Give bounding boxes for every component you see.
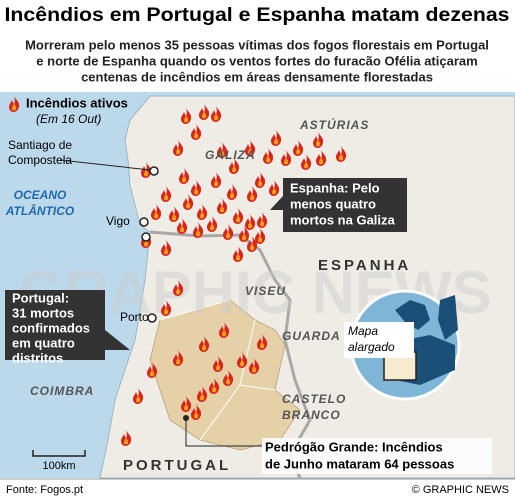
callout-line: Portugal: [12, 290, 69, 305]
credit: © GRAPHIC NEWS [412, 484, 509, 496]
ocean-line: ATLÂNTICO [5, 203, 75, 218]
callout-line: mortos na Galiza [290, 212, 396, 227]
callout-line: menos quatro [290, 196, 376, 211]
subtitle-line: e norte de Espanha quando os ventos fort… [36, 53, 477, 68]
region-label: VISEU [245, 284, 286, 298]
title: Incêndios em Portugal e Espanha matam de… [5, 5, 510, 26]
callout-line: de Junho mataram 64 pessoas [265, 456, 454, 471]
leader [59, 159, 151, 171]
callout-line: Pedrógão Grande: Incêndios [265, 439, 443, 454]
city-label-line: Compostela [8, 153, 72, 167]
region-label: ASTÚRIAS [299, 117, 369, 132]
callout-line: confirmados [12, 320, 90, 335]
map: GRAPHIC NEWS [0, 92, 515, 479]
subtitle: Morreram pelo menos 35 pessoas vítimas d… [25, 37, 489, 84]
inset-label: Mapa [348, 324, 378, 338]
callout-box [283, 178, 407, 232]
region-label: GUARDA [282, 329, 341, 343]
ocean-label: OCEANO ATLÂNTICO [5, 188, 75, 218]
legend-date: (Em 16 Out) [36, 112, 101, 126]
callout-pedrogao: Pedrógão Grande: Incêndios de Junho mata… [262, 438, 492, 474]
callout-arrow [105, 330, 130, 350]
region-label: COIMBRA [30, 384, 94, 398]
city-dot [139, 217, 149, 227]
city-dot [149, 166, 159, 176]
city-label: Santiago de Compostela [8, 138, 72, 167]
inset: Mapa alargado [344, 289, 461, 401]
city-dot [141, 232, 151, 242]
leader [185, 418, 262, 447]
city-label-line: Santiago de [8, 138, 72, 152]
country-label: ESPANHA [318, 257, 411, 274]
callout-line: Espanha: Pelo [290, 180, 380, 195]
inset-label: alargado [348, 340, 395, 354]
region-label-line: BRANCO [282, 408, 341, 422]
city-dot [183, 415, 189, 421]
city-label: Porto [120, 310, 149, 324]
scale-bar [32, 450, 86, 457]
subtitle-line: centenas de incêndios em áreas densament… [81, 69, 433, 84]
city-dot [147, 313, 157, 323]
source: Fonte: Fogos.pt [6, 484, 83, 496]
scale-label: 100km [42, 460, 75, 472]
callout-line: distritos [12, 350, 63, 365]
region-label: CASTELO BRANCO [282, 392, 346, 422]
affected-districts [149, 299, 301, 451]
callout-spain: Espanha: Pelo menos quatro mortos na Gal… [270, 178, 407, 232]
ocean-line: OCEANO [14, 188, 67, 202]
callout-bg [262, 438, 492, 474]
callout-arrow [270, 196, 283, 210]
callout-box [5, 290, 105, 360]
country-label: PORTUGAL [123, 457, 231, 474]
region-label: GALIZA [205, 148, 256, 162]
subtitle-line: Morreram pelo menos 35 pessoas vítimas d… [25, 37, 489, 52]
callout-line: em quatro [12, 335, 75, 350]
city-label: Vigo [106, 214, 130, 228]
legend-label: Incêndios ativos [26, 95, 128, 110]
region-label-line: CASTELO [282, 392, 346, 406]
callout-portugal: Portugal: 31 mortos confirmados em quatr… [5, 290, 130, 365]
district-lines [159, 299, 276, 441]
inset-label-bg [344, 322, 414, 358]
callout-line: 31 mortos [12, 305, 74, 320]
